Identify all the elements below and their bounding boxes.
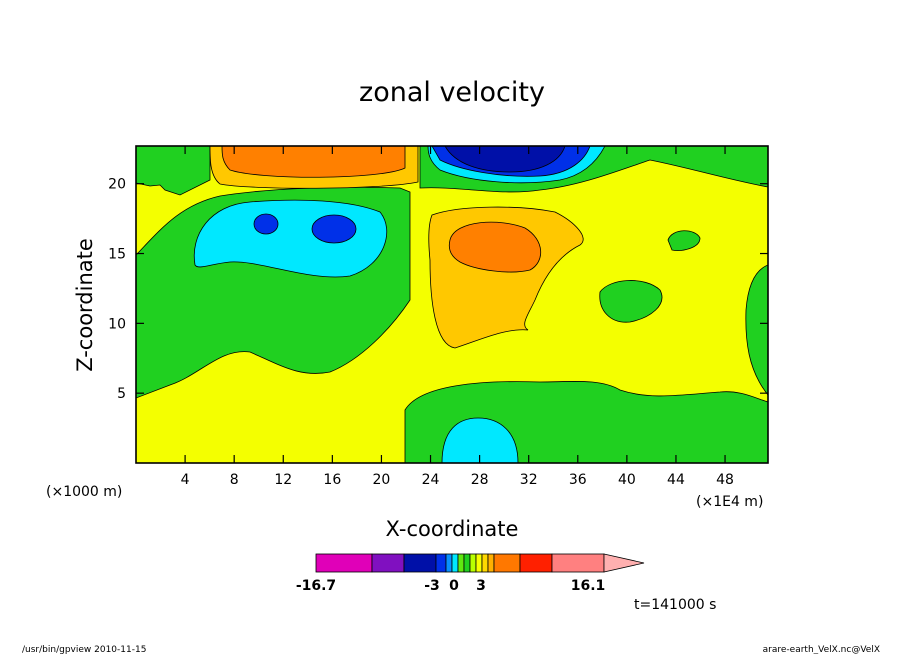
x-tick-label: 24 xyxy=(422,472,440,488)
x-axis-label: X-coordinate xyxy=(386,517,519,541)
colorbar-segment xyxy=(445,553,453,573)
colorbar-segment xyxy=(315,553,373,573)
colorbar xyxy=(315,553,645,573)
x-tick-label: 8 xyxy=(230,472,239,488)
y-tick-label: 20 xyxy=(108,177,126,193)
x-tick-label: 12 xyxy=(274,472,292,488)
y-axis: 5 10 15 20 xyxy=(108,177,768,402)
region-orange-top xyxy=(221,146,406,178)
colorbar-segment xyxy=(487,553,495,573)
colorbar-segment xyxy=(451,553,459,573)
x-tick-label: 16 xyxy=(323,472,341,488)
chart-title: zonal velocity xyxy=(359,77,545,108)
x-tick-label: 4 xyxy=(181,472,190,488)
plot-frame xyxy=(135,145,769,464)
time-label: t=141000 s xyxy=(634,597,716,613)
colorbar-segment xyxy=(371,553,405,573)
y-tick-label: 15 xyxy=(108,247,126,263)
colorbar-segment xyxy=(435,553,447,573)
plot-area xyxy=(135,145,769,464)
colorbar-segment xyxy=(469,553,477,573)
region-blue-left-1 xyxy=(253,213,279,235)
colorbar-segment xyxy=(551,553,605,573)
x-tick-label: 48 xyxy=(716,472,734,488)
footer-left: /usr/bin/gpview 2010-11-15 xyxy=(22,645,146,654)
colorbar-tick-label: -3 xyxy=(424,578,440,594)
y-tick-label: 5 xyxy=(117,386,126,402)
x-tick-label: 20 xyxy=(373,472,391,488)
colorbar-arrow xyxy=(603,553,645,573)
colorbar-tick-label: 16.1 xyxy=(571,578,606,594)
colorbar-segment xyxy=(403,553,437,573)
colorbar-tick-label: 0 xyxy=(449,578,459,594)
colorbar-tick-label: -16.7 xyxy=(296,578,336,594)
x-tick-label: 32 xyxy=(520,472,538,488)
region-green-right-1 xyxy=(599,280,663,323)
x-tick-label: 40 xyxy=(618,472,636,488)
y-tick-label: 10 xyxy=(108,316,126,332)
y-axis-label: Z-coordinate xyxy=(73,238,97,372)
x-axis: 4 8 12 16 20 24 28 32 36 40 44 48 xyxy=(181,146,734,488)
x-scale-label: (×1E4 m) xyxy=(696,494,763,510)
colorbar-segment xyxy=(475,553,483,573)
x-tick-label: 28 xyxy=(471,472,489,488)
region-blue-left-2 xyxy=(311,214,357,244)
colorbar-segment xyxy=(481,553,489,573)
region-darkblue-top-right xyxy=(444,146,566,173)
colorbar-labels: -16.7 -3 0 3 16.1 xyxy=(296,578,605,594)
colorbar-tick-label: 3 xyxy=(476,578,486,594)
region-orange-mid xyxy=(448,221,542,273)
region-green-right-2 xyxy=(667,230,701,251)
x-units-label: (×1000 m) xyxy=(46,484,122,500)
colorbar-segment xyxy=(463,553,471,573)
colorbar-segment xyxy=(493,553,521,573)
footer-right: arare-earth_VelX.nc@VelX xyxy=(763,645,880,654)
colorbar-segment xyxy=(519,553,553,573)
region-cyan-bottom xyxy=(441,417,519,463)
x-tick-label: 44 xyxy=(667,472,685,488)
region-green-right-edge xyxy=(745,264,768,396)
colorbar-segment xyxy=(457,553,465,573)
x-tick-label: 36 xyxy=(569,472,587,488)
